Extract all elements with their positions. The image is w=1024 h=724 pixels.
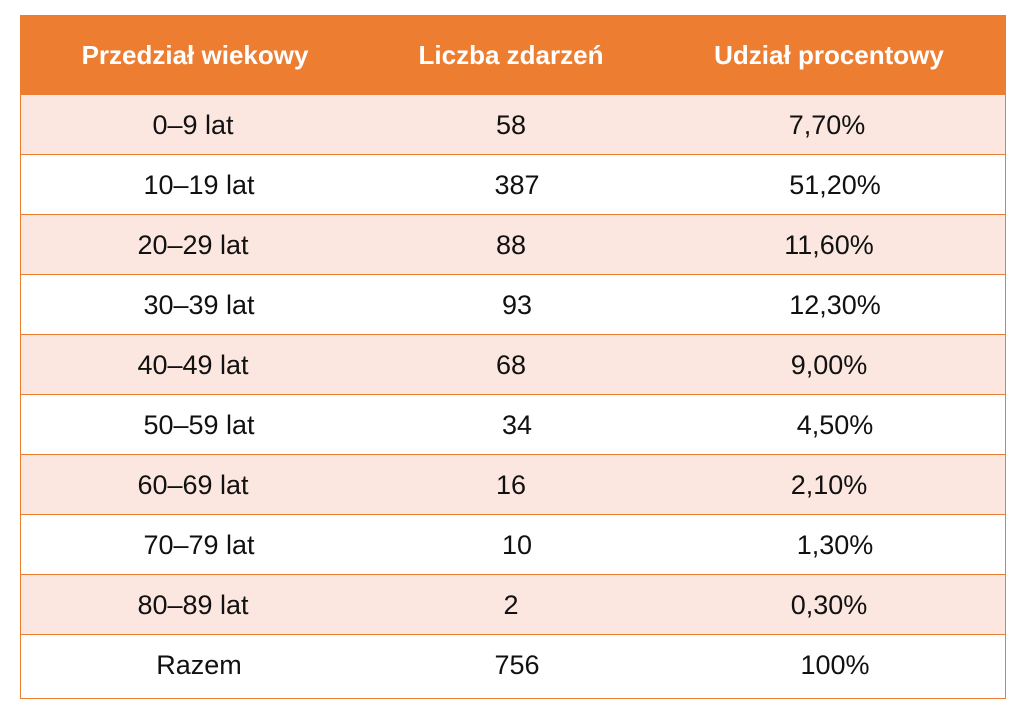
cell-event-count: 93 <box>501 290 533 320</box>
cell-percentage: 9,00% <box>790 350 868 380</box>
cell-event-count: 16 <box>495 470 527 500</box>
cell-percentage: 11,60% <box>784 230 874 260</box>
table-row: 80–89 lat 2 0,30% <box>21 575 1005 635</box>
cell-age-range: 40–49 lat <box>137 350 249 380</box>
cell-percentage: 4,50% <box>796 410 874 440</box>
table-row: 0–9 lat 58 7,70% <box>21 95 1005 155</box>
cell-percentage: 1,30% <box>796 530 874 560</box>
cell-age-range: 20–29 lat <box>137 230 249 260</box>
cell-age-range: 80–89 lat <box>137 590 249 620</box>
table-row: 60–69 lat 16 2,10% <box>21 455 1005 515</box>
cell-event-count: 88 <box>495 230 527 260</box>
header-age-range: Przedział wiekowy <box>81 40 309 70</box>
cell-age-range: 10–19 lat <box>143 170 255 200</box>
cell-total-label: Razem <box>156 650 242 680</box>
cell-percentage: 0,30% <box>790 590 868 620</box>
table-row: 10–19 lat 387 51,20% <box>21 155 1005 215</box>
table-row: 30–39 lat 93 12,30% <box>21 275 1005 335</box>
cell-event-count: 58 <box>495 110 527 140</box>
table-row: 20–29 lat 88 11,60% <box>21 215 1005 275</box>
cell-event-count: 68 <box>495 350 527 380</box>
cell-event-count: 2 <box>503 590 519 620</box>
table-header: Przedział wiekowy Liczba zdarzeń Udział … <box>21 16 1005 95</box>
cell-age-range: 50–59 lat <box>143 410 255 440</box>
cell-event-count: 10 <box>501 530 533 560</box>
cell-percentage: 2,10% <box>790 470 868 500</box>
table-row: 50–59 lat 34 4,50% <box>21 395 1005 455</box>
cell-age-range: 30–39 lat <box>143 290 255 320</box>
cell-percentage: 7,70% <box>788 110 866 140</box>
cell-event-count: 34 <box>501 410 533 440</box>
cell-total-count: 756 <box>494 650 540 680</box>
cell-age-range: 60–69 lat <box>137 470 249 500</box>
header-percentage: Udział procentowy <box>714 40 944 70</box>
cell-age-range: 0–9 lat <box>152 110 234 140</box>
table-row-total: Razem 756 100% <box>21 635 1005 695</box>
cell-total-percentage: 100% <box>800 650 870 680</box>
age-distribution-table: Przedział wiekowy Liczba zdarzeń Udział … <box>20 15 1006 699</box>
table-row: 70–79 lat 10 1,30% <box>21 515 1005 575</box>
table-row: 40–49 lat 68 9,00% <box>21 335 1005 395</box>
cell-percentage: 12,30% <box>789 290 881 320</box>
cell-event-count: 387 <box>494 170 540 200</box>
cell-age-range: 70–79 lat <box>143 530 255 560</box>
header-event-count: Liczba zdarzeń <box>418 40 604 70</box>
cell-percentage: 51,20% <box>789 170 881 200</box>
